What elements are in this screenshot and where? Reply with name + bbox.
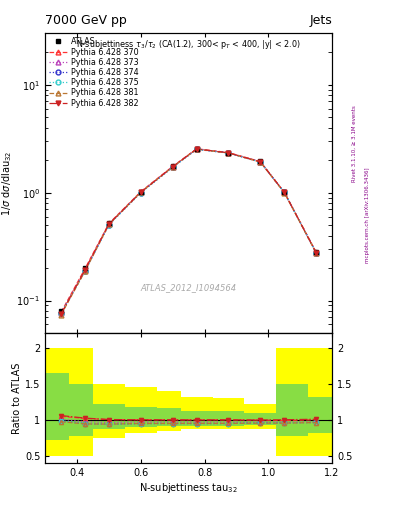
Pythia 6.428 374 xyxy=(282,189,286,195)
Pythia 6.428 381 xyxy=(59,312,64,318)
Pythia 6.428 381 xyxy=(226,150,231,156)
Pythia 6.428 382 xyxy=(282,189,286,195)
Pythia 6.428 370 xyxy=(194,146,199,152)
Pythia 6.428 375 xyxy=(59,310,64,316)
ATLAS xyxy=(258,158,263,164)
Pythia 6.428 375 xyxy=(314,250,318,256)
Pythia 6.428 370 xyxy=(314,249,318,255)
Pythia 6.428 373 xyxy=(59,310,64,316)
Pythia 6.428 382 xyxy=(138,189,143,195)
Line: Pythia 6.428 374: Pythia 6.428 374 xyxy=(59,147,319,316)
Pythia 6.428 370 xyxy=(83,265,87,271)
Text: 7000 GeV pp: 7000 GeV pp xyxy=(45,14,127,27)
X-axis label: N-subjettiness tau$_{32}$: N-subjettiness tau$_{32}$ xyxy=(139,481,238,495)
Pythia 6.428 375 xyxy=(83,268,87,274)
Pythia 6.428 381 xyxy=(83,268,87,274)
Pythia 6.428 373 xyxy=(314,249,318,255)
Pythia 6.428 382 xyxy=(258,159,263,165)
Pythia 6.428 381 xyxy=(138,189,143,195)
Y-axis label: 1/$\sigma$ d$\sigma$/dlau$_{32}$: 1/$\sigma$ d$\sigma$/dlau$_{32}$ xyxy=(0,151,14,216)
Pythia 6.428 370 xyxy=(107,220,111,226)
Pythia 6.428 382 xyxy=(83,267,87,273)
ATLAS xyxy=(226,150,231,156)
Pythia 6.428 373 xyxy=(226,150,231,156)
Pythia 6.428 381 xyxy=(258,159,263,165)
Pythia 6.428 375 xyxy=(170,164,175,170)
Pythia 6.428 374 xyxy=(170,164,175,170)
Pythia 6.428 373 xyxy=(258,159,263,165)
Line: Pythia 6.428 381: Pythia 6.428 381 xyxy=(59,147,319,317)
Line: Pythia 6.428 375: Pythia 6.428 375 xyxy=(59,147,319,316)
ATLAS xyxy=(59,308,64,314)
ATLAS xyxy=(194,146,199,152)
Pythia 6.428 375 xyxy=(226,150,231,156)
Pythia 6.428 374 xyxy=(107,222,111,228)
ATLAS xyxy=(314,249,318,255)
Pythia 6.428 381 xyxy=(170,164,175,170)
Pythia 6.428 370 xyxy=(282,189,286,195)
Pythia 6.428 374 xyxy=(59,310,64,316)
Pythia 6.428 382 xyxy=(59,311,64,317)
Pythia 6.428 374 xyxy=(83,268,87,274)
Line: Pythia 6.428 382: Pythia 6.428 382 xyxy=(59,146,319,316)
Text: N-subjettiness $\tau_3/\tau_2$ (CA(1.2), 300< p$_T$ < 400, |y| < 2.0): N-subjettiness $\tau_3/\tau_2$ (CA(1.2),… xyxy=(76,38,301,51)
Pythia 6.428 375 xyxy=(138,189,143,196)
Pythia 6.428 375 xyxy=(107,222,111,228)
Line: Pythia 6.428 370: Pythia 6.428 370 xyxy=(59,146,319,315)
ATLAS xyxy=(170,163,175,169)
Pythia 6.428 373 xyxy=(170,164,175,170)
Text: Rivet 3.1.10, ≥ 3.1M events: Rivet 3.1.10, ≥ 3.1M events xyxy=(352,105,357,182)
Pythia 6.428 382 xyxy=(314,249,318,255)
Pythia 6.428 374 xyxy=(194,146,199,153)
Pythia 6.428 382 xyxy=(226,150,231,156)
Pythia 6.428 373 xyxy=(194,146,199,152)
ATLAS xyxy=(282,188,286,195)
Pythia 6.428 370 xyxy=(258,159,263,165)
Pythia 6.428 381 xyxy=(282,189,286,196)
Pythia 6.428 370 xyxy=(59,309,64,315)
Pythia 6.428 370 xyxy=(170,163,175,169)
Pythia 6.428 373 xyxy=(282,189,286,195)
Legend: ATLAS, Pythia 6.428 370, Pythia 6.428 373, Pythia 6.428 374, Pythia 6.428 375, P: ATLAS, Pythia 6.428 370, Pythia 6.428 37… xyxy=(48,36,140,109)
Pythia 6.428 374 xyxy=(138,189,143,196)
Pythia 6.428 370 xyxy=(138,188,143,195)
Pythia 6.428 373 xyxy=(83,267,87,273)
Pythia 6.428 382 xyxy=(194,146,199,152)
Text: ATLAS_2012_I1094564: ATLAS_2012_I1094564 xyxy=(141,284,237,292)
Pythia 6.428 374 xyxy=(314,250,318,256)
Pythia 6.428 382 xyxy=(107,221,111,227)
Text: mcplots.cern.ch [arXiv:1306.3436]: mcplots.cern.ch [arXiv:1306.3436] xyxy=(365,167,371,263)
Pythia 6.428 375 xyxy=(258,159,263,165)
Pythia 6.428 374 xyxy=(258,159,263,165)
Pythia 6.428 373 xyxy=(107,221,111,227)
Y-axis label: Ratio to ATLAS: Ratio to ATLAS xyxy=(12,362,22,434)
Pythia 6.428 381 xyxy=(107,221,111,227)
Pythia 6.428 382 xyxy=(170,164,175,170)
Line: ATLAS: ATLAS xyxy=(59,146,319,313)
ATLAS xyxy=(83,265,87,271)
Pythia 6.428 375 xyxy=(194,146,199,153)
Line: Pythia 6.428 373: Pythia 6.428 373 xyxy=(59,147,319,315)
ATLAS xyxy=(107,220,111,226)
Pythia 6.428 373 xyxy=(138,189,143,195)
Text: Jets: Jets xyxy=(309,14,332,27)
ATLAS xyxy=(138,188,143,195)
Pythia 6.428 381 xyxy=(194,146,199,152)
Pythia 6.428 374 xyxy=(226,150,231,156)
Pythia 6.428 375 xyxy=(282,189,286,195)
Pythia 6.428 370 xyxy=(226,150,231,156)
Pythia 6.428 381 xyxy=(314,250,318,256)
